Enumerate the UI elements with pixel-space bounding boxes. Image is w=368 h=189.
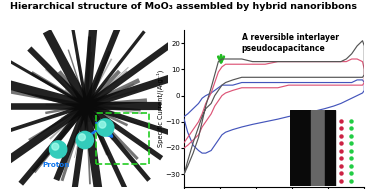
Circle shape	[99, 121, 106, 128]
Circle shape	[78, 134, 85, 141]
Circle shape	[96, 119, 114, 136]
Y-axis label: Specific Current/(A·g⁻¹): Specific Current/(A·g⁻¹)	[156, 70, 164, 147]
Text: A reversible interlayer
pseudocapacitance: A reversible interlayer pseudocapacitanc…	[242, 33, 339, 53]
Circle shape	[52, 143, 59, 150]
Circle shape	[49, 141, 67, 158]
Bar	[96, 113, 149, 164]
Text: Proton: Proton	[42, 162, 70, 168]
Circle shape	[76, 131, 93, 149]
Text: Hierarchical structure of MoO₃ assembled by hybrid nanoribbons: Hierarchical structure of MoO₃ assembled…	[11, 2, 357, 11]
